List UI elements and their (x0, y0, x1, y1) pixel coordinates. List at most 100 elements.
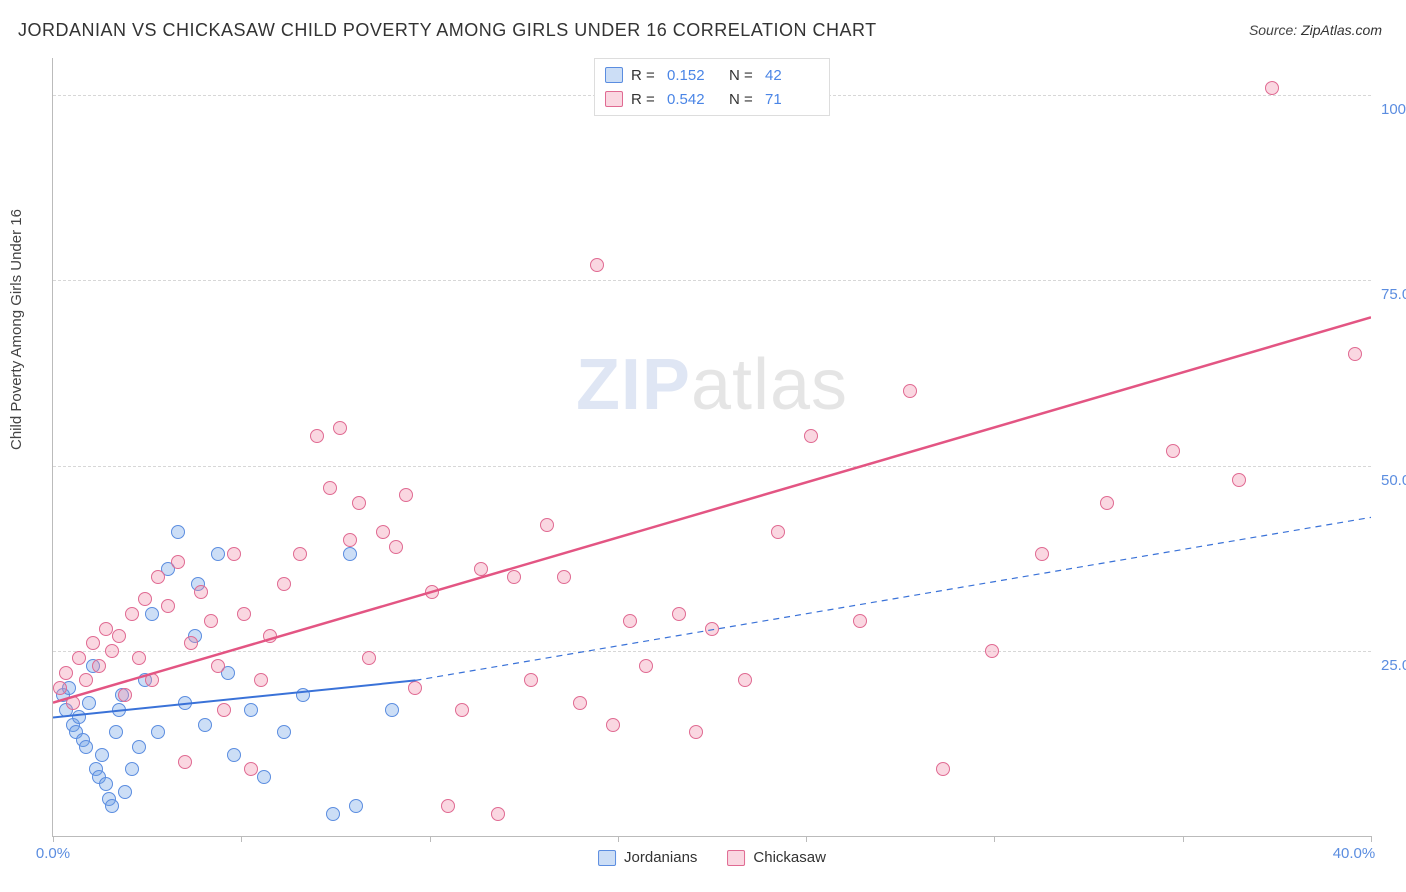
data-point (639, 659, 653, 673)
data-point (326, 807, 340, 821)
data-point (109, 725, 123, 739)
data-point (82, 696, 96, 710)
legend-r-value-jordanians: 0.152 (667, 67, 721, 84)
legend-item: Jordanians (598, 849, 697, 866)
y-tick-label: 25.0% (1375, 657, 1406, 674)
legend-r-label: R = (631, 67, 659, 84)
source-value: ZipAtlas.com (1301, 22, 1382, 38)
data-point (112, 703, 126, 717)
data-point (343, 547, 357, 561)
data-point (244, 703, 258, 717)
data-point (59, 666, 73, 680)
data-point (145, 673, 159, 687)
watermark-rest: atlas (691, 345, 848, 425)
data-point (771, 525, 785, 539)
data-point (399, 488, 413, 502)
data-point (227, 748, 241, 762)
data-point (590, 258, 604, 272)
data-point (277, 725, 291, 739)
data-point (95, 748, 109, 762)
legend-item: Chickasaw (727, 849, 826, 866)
legend-label: Chickasaw (753, 849, 826, 866)
legend-top: R = 0.152 N = 42 R = 0.542 N = 71 (594, 58, 830, 116)
data-point (204, 614, 218, 628)
data-point (184, 636, 198, 650)
legend-swatch-chickasaw (605, 91, 623, 107)
data-point (491, 807, 505, 821)
data-point (151, 570, 165, 584)
legend-bottom: Jordanians Chickasaw (598, 849, 826, 866)
data-point (738, 673, 752, 687)
data-point (672, 607, 686, 621)
data-point (1265, 81, 1279, 95)
data-point (86, 636, 100, 650)
data-point (145, 607, 159, 621)
legend-swatch-jordanians (605, 67, 623, 83)
data-point (178, 696, 192, 710)
data-point (323, 481, 337, 495)
data-point (105, 799, 119, 813)
data-point (903, 384, 917, 398)
data-point (105, 644, 119, 658)
data-point (985, 644, 999, 658)
gridline (53, 280, 1371, 281)
data-point (507, 570, 521, 584)
x-tick-mark (618, 836, 619, 842)
data-point (171, 525, 185, 539)
legend-top-row-chickasaw: R = 0.542 N = 71 (605, 87, 819, 111)
data-point (333, 421, 347, 435)
data-point (689, 725, 703, 739)
data-point (425, 585, 439, 599)
data-point (1035, 547, 1049, 561)
data-point (385, 703, 399, 717)
data-point (296, 688, 310, 702)
legend-r-label: R = (631, 91, 659, 108)
data-point (125, 607, 139, 621)
data-point (573, 696, 587, 710)
data-point (161, 599, 175, 613)
y-tick-label: 100.0% (1375, 101, 1406, 118)
legend-n-label: N = (729, 67, 757, 84)
x-tick-label: 40.0% (1333, 845, 1376, 862)
source-credit: Source: ZipAtlas.com (1249, 22, 1382, 38)
x-tick-label: 0.0% (36, 845, 70, 862)
data-point (623, 614, 637, 628)
legend-r-value-chickasaw: 0.542 (667, 91, 721, 108)
gridline (53, 466, 1371, 467)
data-point (408, 681, 422, 695)
trend-line (415, 517, 1371, 680)
x-tick-mark (806, 836, 807, 842)
trend-line (53, 680, 415, 717)
data-point (254, 673, 268, 687)
data-point (118, 688, 132, 702)
legend-swatch (598, 850, 616, 866)
watermark-zip: ZIP (576, 345, 691, 425)
data-point (455, 703, 469, 717)
data-point (125, 762, 139, 776)
data-point (178, 755, 192, 769)
x-tick-mark (1371, 836, 1372, 842)
data-point (557, 570, 571, 584)
data-point (198, 718, 212, 732)
data-point (441, 799, 455, 813)
data-point (72, 710, 86, 724)
legend-n-value-chickasaw: 71 (765, 91, 819, 108)
data-point (92, 659, 106, 673)
y-axis-title: Child Poverty Among Girls Under 16 (8, 209, 25, 450)
data-point (352, 496, 366, 510)
data-point (138, 592, 152, 606)
data-point (343, 533, 357, 547)
data-point (853, 614, 867, 628)
data-point (211, 659, 225, 673)
scatter-plot-area: ZIPatlas R = 0.152 N = 42 R = 0.542 N = … (52, 58, 1371, 837)
data-point (171, 555, 185, 569)
data-point (227, 547, 241, 561)
data-point (1348, 347, 1362, 361)
legend-swatch (727, 850, 745, 866)
data-point (132, 651, 146, 665)
data-point (1166, 444, 1180, 458)
data-point (362, 651, 376, 665)
y-tick-label: 75.0% (1375, 286, 1406, 303)
data-point (606, 718, 620, 732)
x-tick-mark (430, 836, 431, 842)
